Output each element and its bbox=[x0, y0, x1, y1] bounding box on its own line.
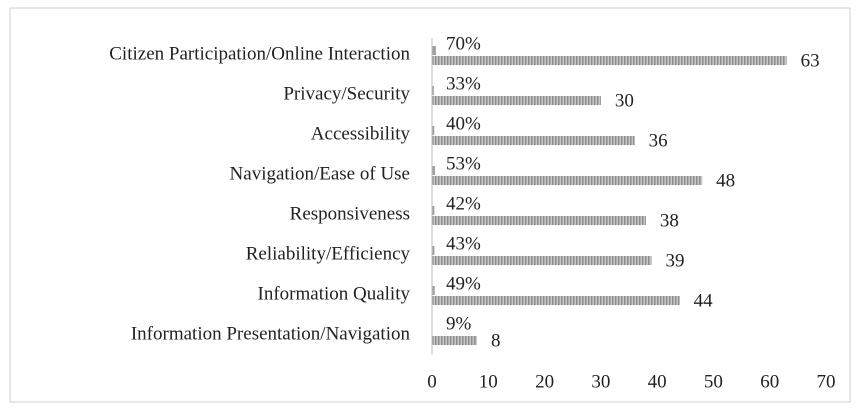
value-label: 30 bbox=[615, 90, 634, 111]
value-label: 38 bbox=[660, 210, 679, 231]
bar bbox=[432, 206, 435, 215]
x-tick-label: 0 bbox=[427, 371, 437, 392]
bar bbox=[432, 136, 635, 145]
x-tick-label: 70 bbox=[817, 371, 836, 392]
x-tick-label: 30 bbox=[591, 371, 610, 392]
value-label: 8 bbox=[491, 330, 501, 351]
y-tick-label: Navigation/Ease of Use bbox=[230, 163, 410, 184]
y-tick-label: Citizen Participation/Online Interaction bbox=[109, 43, 410, 64]
y-tick-label: Privacy/Security bbox=[283, 83, 410, 104]
bar bbox=[432, 96, 601, 105]
bar bbox=[432, 286, 435, 295]
value-label: 49% bbox=[446, 273, 481, 294]
bar bbox=[432, 296, 680, 305]
bar bbox=[432, 336, 478, 345]
y-tick-label: Information Presentation/Navigation bbox=[131, 323, 411, 344]
bar bbox=[432, 86, 434, 95]
bar bbox=[432, 246, 435, 255]
bar bbox=[432, 166, 435, 175]
x-tick-label: 20 bbox=[535, 371, 554, 392]
bar bbox=[432, 126, 435, 135]
x-tick-label: 10 bbox=[479, 371, 498, 392]
value-label: 9% bbox=[446, 313, 472, 334]
x-tick-label: 40 bbox=[648, 371, 667, 392]
value-label: 43% bbox=[446, 233, 481, 254]
value-label: 53% bbox=[446, 153, 481, 174]
bar bbox=[432, 56, 787, 65]
value-label: 40% bbox=[446, 113, 481, 134]
value-label: 39 bbox=[666, 250, 685, 271]
y-tick-label: Accessibility bbox=[311, 123, 411, 144]
bar bbox=[432, 256, 652, 265]
value-label: 44 bbox=[694, 290, 714, 311]
value-label: 48 bbox=[716, 170, 735, 191]
x-tick-label: 60 bbox=[760, 371, 779, 392]
value-label: 42% bbox=[446, 193, 481, 214]
chart-frame bbox=[9, 7, 851, 403]
value-label: 70% bbox=[446, 33, 481, 54]
bar bbox=[432, 46, 436, 55]
y-tick-label: Information Quality bbox=[258, 283, 411, 304]
value-label: 33% bbox=[446, 73, 481, 94]
y-tick-label: Responsiveness bbox=[290, 203, 410, 224]
value-label: 36 bbox=[649, 130, 668, 151]
value-label: 63 bbox=[801, 50, 820, 71]
y-tick-label: Reliability/Efficiency bbox=[246, 243, 411, 264]
x-tick-label: 50 bbox=[704, 371, 723, 392]
bar bbox=[432, 176, 703, 185]
bar bbox=[432, 216, 646, 225]
